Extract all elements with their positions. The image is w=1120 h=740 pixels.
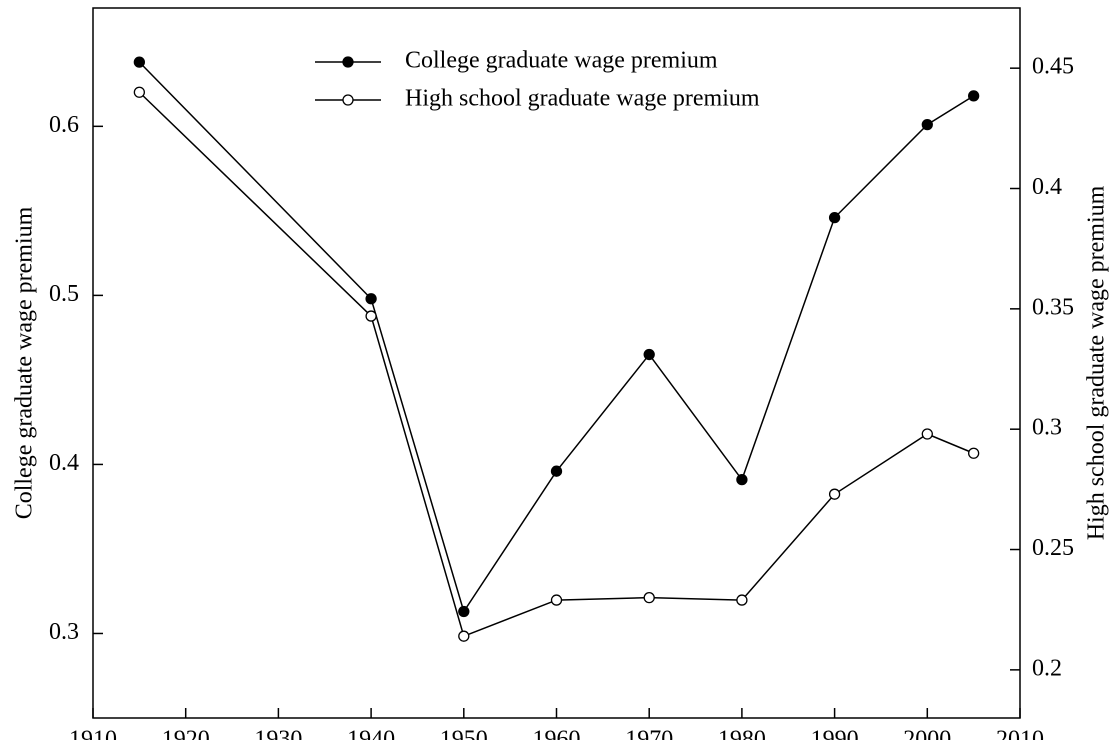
data-point [133,86,146,98]
x-tick-label: 1910 [69,727,117,740]
legend-marker [342,56,354,68]
x-tick-label: 1980 [718,727,766,740]
y-tick-label: 0.6 [49,112,79,138]
data-point [643,348,655,361]
y2-axis-title: High school graduate wage premium [1084,185,1110,540]
data-point [921,118,933,131]
x-tick-label: 1950 [440,727,488,740]
y2-tick-label: 0.2 [1032,655,1062,681]
data-point [736,473,748,486]
x-tick-label: 1970 [625,727,673,740]
data-point [921,428,933,440]
x-tick-label: 1960 [533,727,581,740]
series-line [138,61,975,614]
y2-tick-label: 0.3 [1032,415,1062,441]
y2-tick-label: 0.35 [1032,294,1074,320]
y-axis-title: College graduate wage premium [12,206,38,519]
legend-label: College graduate wage premium [405,48,718,74]
x-tick-label: 2010 [996,727,1044,740]
data-point [458,605,470,618]
data-point [968,447,980,459]
legend-label: High school graduate wage premium [405,86,760,112]
y-tick-label: 0.3 [49,619,79,645]
y-tick-label: 0.5 [49,281,79,307]
data-point [550,594,563,606]
series-line [138,91,974,638]
x-tick-label: 1990 [811,727,859,740]
data-point [736,594,748,606]
x-tick-label: 1920 [162,727,210,740]
data-point [828,488,841,500]
x-tick-label: 1940 [347,727,395,740]
x-tick-label: 2000 [903,727,951,740]
data-point [365,293,377,305]
data-point [458,630,470,642]
y2-tick-label: 0.4 [1032,174,1062,200]
data-point [133,56,146,68]
x-tick-label: 1930 [254,727,302,740]
plot-frame [92,7,1021,719]
data-point [968,90,980,102]
data-point [643,592,655,604]
y2-tick-label: 0.45 [1032,54,1074,80]
y-tick-label: 0.4 [49,450,79,476]
data-point [550,465,563,477]
data-point [365,310,377,322]
data-point [828,211,841,224]
y2-tick-label: 0.25 [1032,535,1074,561]
legend-marker [342,94,354,106]
